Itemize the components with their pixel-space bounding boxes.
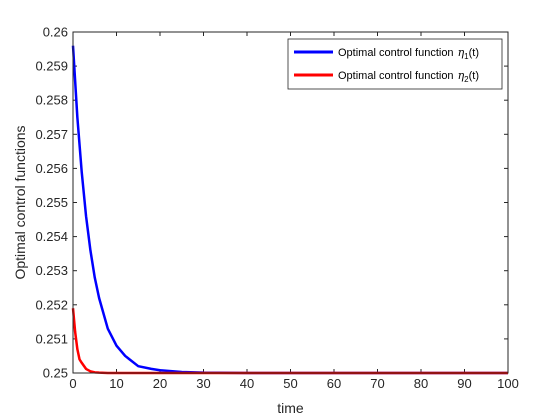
legend-eta1-subscript: 1	[464, 52, 469, 61]
y-tick-label-3: 0.253	[35, 263, 68, 278]
y-tick-label-4: 0.254	[35, 229, 68, 244]
y-axis-label: Optimal control functions	[12, 125, 28, 279]
legend-eta1-symbol: η	[458, 46, 465, 59]
y-tick-label-0: 0.25	[43, 366, 68, 381]
y-tick-label-6: 0.256	[35, 161, 68, 176]
legend-box	[287, 38, 503, 90]
legend-eta1-suffix: (t)	[469, 47, 479, 59]
legend: Optimal control function η1(t) Optimal co…	[287, 38, 503, 90]
x-tick-label-7: 70	[370, 376, 384, 391]
legend-eta2-prefix: Optimal control function	[338, 70, 454, 82]
y-tick-label-5: 0.255	[35, 195, 68, 210]
y-tick-label-8: 0.258	[35, 93, 68, 108]
plot-frame	[72, 31, 509, 374]
x-tick-label-5: 50	[283, 376, 297, 391]
legend-entry-eta1: Optimal control function η1(t)	[338, 46, 479, 61]
x-tick-label-3: 30	[196, 376, 210, 391]
y-tick-label-2: 0.252	[35, 297, 68, 312]
legend-entry-eta2: Optimal control function η2(t)	[338, 69, 479, 84]
x-axis-label: time	[277, 400, 304, 416]
x-tick-label-8: 80	[414, 376, 428, 391]
x-tick-label-9: 90	[457, 376, 471, 391]
x-tick-label-10: 100	[497, 376, 519, 391]
y-tick-label-10: 0.26	[43, 25, 68, 40]
x-tick-label-4: 40	[240, 376, 254, 391]
x-tick-label-0: 0	[69, 376, 76, 391]
legend-eta1-prefix: Optimal control function	[338, 47, 454, 59]
y-tick-label-7: 0.257	[35, 127, 68, 142]
x-tick-label-6: 60	[327, 376, 341, 391]
legend-eta2-suffix: (t)	[469, 70, 479, 82]
y-tick-label-1: 0.251	[35, 331, 68, 346]
y-tick-label-9: 0.259	[35, 59, 68, 74]
legend-eta2-symbol: η	[458, 69, 465, 82]
tick-labels: 0 10 20 30 40 50 60 70 80 90 100 0.25 0.251 0.252 0.25…	[35, 25, 518, 392]
legend-eta2-subscript: 2	[464, 75, 469, 84]
x-tick-label-1: 10	[109, 376, 123, 391]
x-tick-label-2: 20	[153, 376, 167, 391]
